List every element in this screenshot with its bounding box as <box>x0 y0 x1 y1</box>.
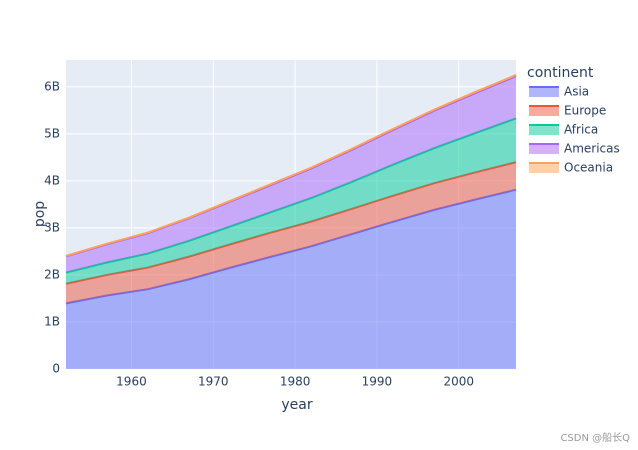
x-tick-label: 2000 <box>443 375 474 389</box>
x-tick-label: 1970 <box>198 375 229 389</box>
legend-swatch <box>529 163 559 173</box>
area-line <box>65 74 517 257</box>
area-line <box>65 188 517 305</box>
x-tick-label: 1980 <box>280 375 311 389</box>
legend-swatch <box>529 125 559 135</box>
y-tick-label: 3B <box>44 220 60 234</box>
legend-label: Americas <box>564 142 620 156</box>
y-tick-label: 5B <box>44 126 60 140</box>
x-tick-label: 1990 <box>362 375 393 389</box>
x-axis-title: year <box>281 397 312 413</box>
legend-label: Africa <box>564 123 598 137</box>
legend-swatch <box>529 144 559 154</box>
legend-label: Oceania <box>564 161 613 175</box>
legend-label: Asia <box>564 85 589 99</box>
legend-title: continent <box>527 65 594 81</box>
area <box>66 189 516 369</box>
y-tick-label: 1B <box>44 314 60 328</box>
y-tick-label: 0 <box>52 362 60 376</box>
legend-swatch <box>529 106 559 116</box>
legend-label: Europe <box>564 104 606 118</box>
y-tick-label: 4B <box>44 173 60 187</box>
y-axis-title: pop <box>32 201 48 227</box>
y-tick-label: 2B <box>44 267 60 281</box>
area <box>66 162 516 304</box>
legend-swatch <box>529 87 559 97</box>
y-tick-label: 6B <box>44 79 60 93</box>
x-tick-label: 1960 <box>116 375 147 389</box>
area-line <box>65 117 517 274</box>
watermark: CSDN @船长Q <box>560 431 630 444</box>
